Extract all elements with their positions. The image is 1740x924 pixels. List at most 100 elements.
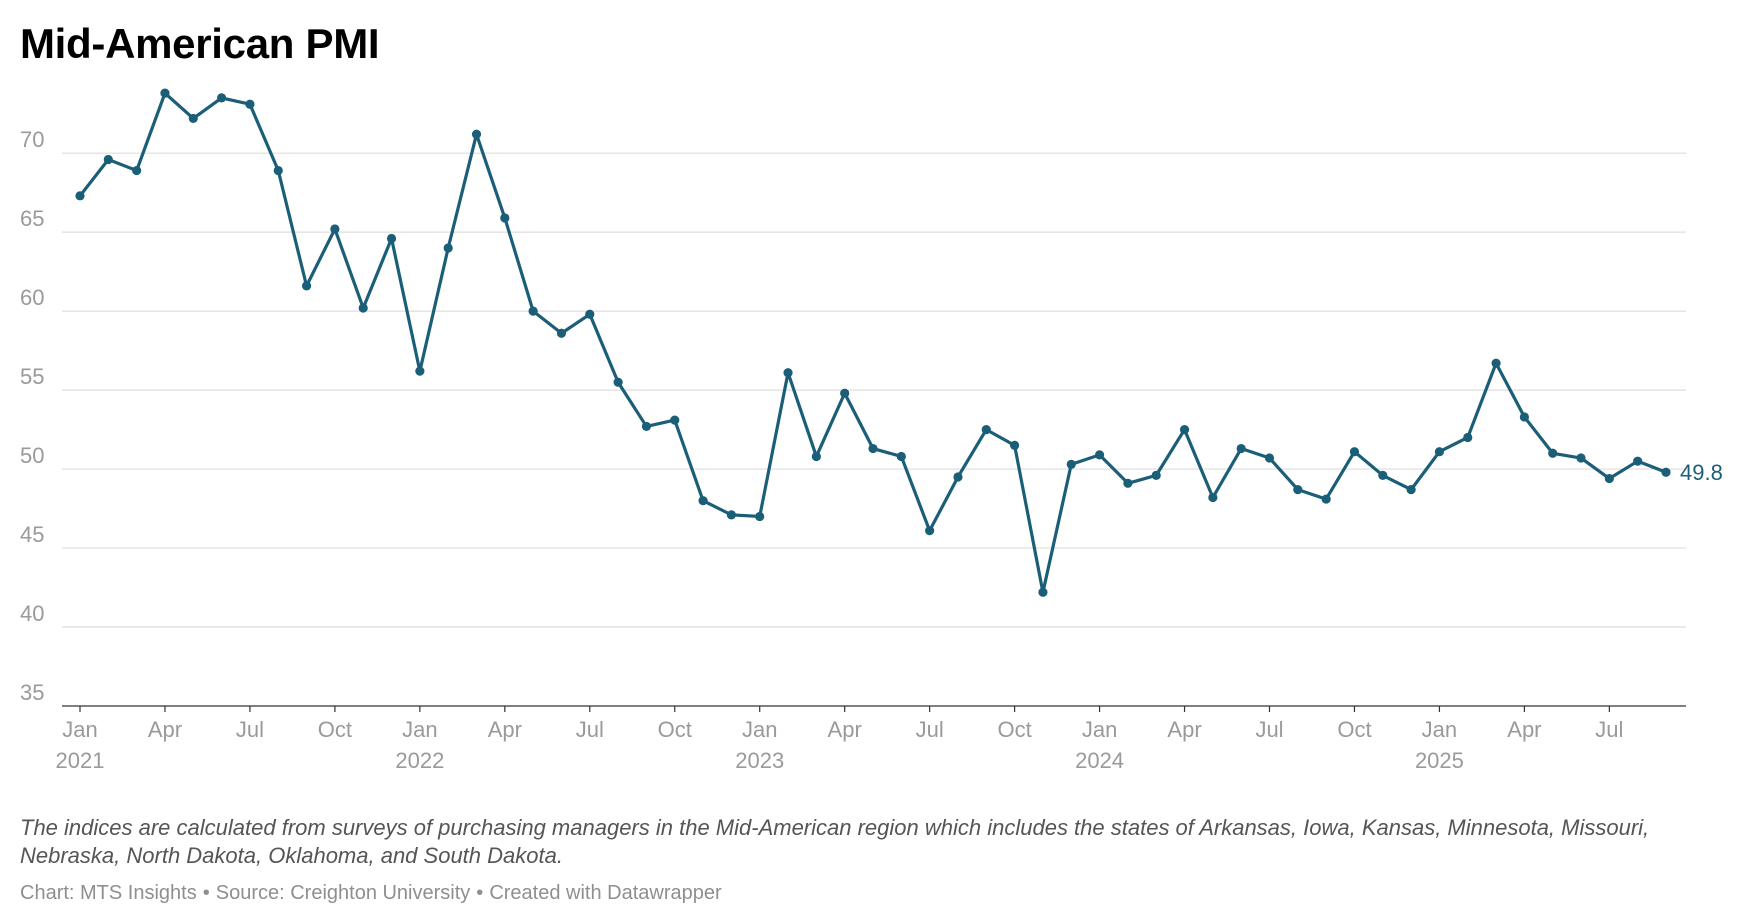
data-point [500, 213, 510, 223]
x-tick-label: Jan [62, 717, 97, 742]
x-tick-label: Jan [1422, 717, 1457, 742]
data-point [132, 165, 142, 176]
data-point [1123, 478, 1133, 488]
x-tick-year-label: 2024 [1075, 748, 1124, 773]
x-tick-label: Apr [828, 717, 862, 742]
y-tick-label: 65 [20, 206, 44, 231]
data-point [1151, 470, 1161, 480]
data-point [1179, 424, 1190, 435]
y-axis-ticks: 35 40 45 50 55 60 65 70 [20, 127, 44, 705]
data-point [1349, 447, 1360, 457]
x-tick-label: Oct [658, 717, 692, 742]
data-point [160, 88, 170, 98]
footer-separator: • [202, 882, 210, 904]
data-point [1094, 450, 1105, 460]
x-tick-label: Jul [916, 717, 944, 742]
x-axis-ticks: Jan 2021 Apr Jul Oct Jan 2022 Apr Jul Oct Jan 2023 A… [56, 706, 1623, 773]
data-point [585, 309, 595, 319]
x-tick-label: Jul [1255, 717, 1283, 742]
data-point [1378, 470, 1388, 480]
data-point [953, 472, 963, 482]
data-point [1010, 440, 1020, 450]
y-tick-label: 50 [20, 443, 44, 468]
data-point [1604, 473, 1614, 484]
data-point [556, 328, 567, 338]
datawrapper-credit: Created with Datawrapper [489, 882, 722, 904]
series-line [78, 91, 1668, 594]
chart-title: Mid-American PMI [20, 20, 380, 67]
data-point [755, 511, 765, 522]
x-tick-label: Jul [576, 717, 604, 742]
y-tick-label: 35 [20, 680, 44, 705]
chart-notes: The indices are calculated from surveys … [20, 815, 1650, 868]
data-point [386, 233, 397, 244]
x-tick-label: Oct [997, 717, 1031, 742]
data-point [925, 526, 935, 536]
y-tick-label: 60 [20, 285, 44, 310]
y-tick-label: 55 [20, 364, 44, 389]
data-point [868, 443, 878, 454]
data-point [188, 113, 198, 124]
data-point [1038, 587, 1048, 597]
data-points [75, 88, 1671, 597]
data-point [75, 191, 85, 201]
data-point [783, 368, 793, 378]
data-point [1321, 494, 1331, 504]
data-point [981, 424, 991, 435]
x-tick-label: Jul [1595, 717, 1623, 742]
data-point [811, 451, 821, 462]
data-point [103, 154, 113, 165]
data-point [301, 281, 312, 291]
x-tick-year-label: 2023 [735, 748, 784, 773]
y-tick-label: 40 [20, 601, 44, 626]
data-point [1633, 456, 1643, 466]
x-tick-label: Apr [1507, 717, 1541, 742]
x-tick-label: Jul [236, 717, 264, 742]
data-point [273, 165, 283, 176]
data-point [415, 366, 425, 376]
end-value-label: 49.8 [1680, 460, 1723, 485]
gridlines [62, 152, 1686, 707]
data-point [840, 388, 850, 398]
data-point [1661, 467, 1671, 477]
x-tick-label: Apr [1167, 717, 1201, 742]
data-point [1236, 443, 1246, 454]
chart-credit: Chart: MTS Insights [20, 882, 197, 904]
x-tick-label: Jan [1082, 717, 1117, 742]
data-point [698, 496, 708, 506]
x-tick-label: Oct [1337, 717, 1371, 742]
data-point [528, 306, 538, 316]
data-point [1264, 453, 1275, 463]
data-point [726, 510, 736, 520]
data-point [443, 243, 453, 253]
chart-footer: Chart: MTS Insights • Source: Creighton Un… [20, 880, 722, 906]
data-point [1066, 459, 1076, 469]
data-point [330, 224, 340, 234]
data-point [471, 129, 482, 139]
x-tick-label: Jan [742, 717, 777, 742]
data-point [1491, 358, 1501, 368]
data-point [217, 93, 227, 103]
data-point [1208, 492, 1218, 503]
footer-separator: • [476, 882, 484, 904]
data-point [1434, 447, 1445, 457]
data-point [1406, 485, 1416, 495]
data-point [670, 415, 680, 425]
x-tick-label: Apr [148, 717, 182, 742]
x-tick-year-label: 2025 [1415, 748, 1464, 773]
data-point [613, 377, 623, 387]
data-point [358, 303, 368, 313]
x-tick-label: Jan [402, 717, 437, 742]
x-tick-year-label: 2022 [395, 748, 444, 773]
x-tick-year-label: 2021 [56, 748, 105, 773]
y-tick-label: 45 [20, 522, 44, 547]
data-point [1519, 412, 1529, 422]
y-tick-label: 70 [20, 127, 44, 152]
data-point [1548, 448, 1558, 458]
x-tick-label: Apr [488, 717, 522, 742]
data-point [1293, 485, 1303, 495]
line-chart: 35 40 45 50 55 60 65 70 Jan 2021 Apr Jul Oct Jan 2022… [20, 88, 1723, 773]
data-point [896, 451, 906, 462]
data-point [245, 99, 255, 109]
data-point [641, 421, 652, 432]
